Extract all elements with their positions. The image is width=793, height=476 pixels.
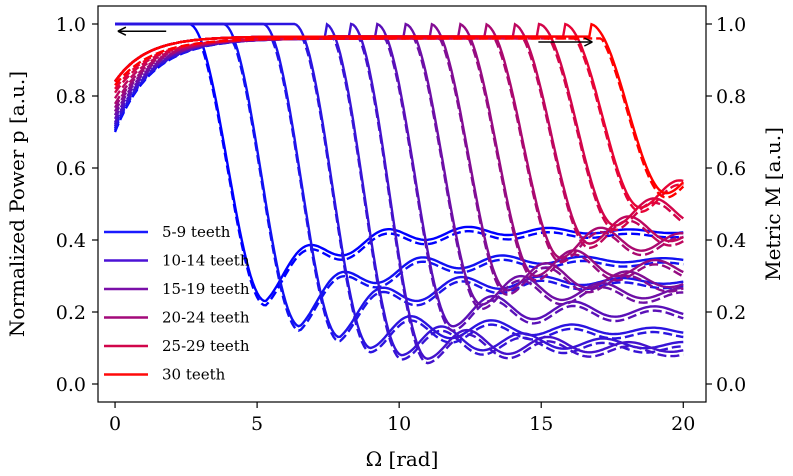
y-tick-label-left: 0.2 [56,302,86,324]
y-tick-label-right: 1.0 [716,14,746,36]
metric-curve-5-teeth [113,46,684,307]
power-curve-23-teeth [114,22,684,245]
y-tick-label-left: 0.6 [56,158,86,180]
power-curve-30-teeth [114,22,685,195]
metric-curve-28-teeth [114,37,684,213]
y-tick-label-right: 0.6 [716,158,746,180]
metric-curve-30-teeth [114,37,685,199]
metric-curve-23-teeth [113,37,684,250]
legend-label: 10-14 teeth [162,252,250,270]
power-curve-9-teeth [114,22,684,357]
y-tick-label-right: 0.8 [716,86,746,108]
y-tick-label-right: 0.0 [716,374,746,396]
axes: 0 5 10 15 20 0.0 0.2 0.4 0.6 0.8 1.0 0.0 0.2 0.4 0.6 0.… [5,5,785,471]
legend-label: 20-24 teeth [162,309,250,327]
x-axis-label: Ω [rad] [366,447,439,471]
x-tick-label: 10 [387,413,411,435]
x-tick-label: 5 [251,413,263,435]
power-curve-8-teeth [115,22,684,350]
y-axis-label-left: Normalized Power p [a.u.] [5,71,29,337]
legend-label: 30 teeth [162,366,226,384]
metric-curve-18-teeth [113,37,684,282]
y-axis-label-right: Metric M [a.u.] [761,127,785,281]
legend-label: 15-19 teeth [162,280,250,298]
legend-label: 25-29 teeth [162,337,250,355]
x-tick-label: 0 [109,413,121,435]
power-curve-28-teeth [114,22,684,209]
arrow-head-left [117,26,127,36]
y-tick-label-left: 1.0 [56,14,86,36]
plot-frame [97,5,707,403]
y-tick-label-left: 0.0 [56,374,86,396]
y-tick-label-left: 0.4 [56,230,86,252]
metric-curve-12-teeth [113,37,684,332]
power-curve-26-teeth [114,22,685,227]
legend-label: 5-9 teeth [162,223,231,241]
plot-area [113,22,685,365]
x-tick-label: 15 [529,413,553,435]
y-tick-label-right: 0.4 [716,230,746,252]
metric-curve-10-teeth [113,37,684,365]
y-tick-label-right: 0.2 [716,302,746,324]
y-tick-label-left: 0.8 [56,86,86,108]
x-tick-label: 20 [671,413,695,435]
legend: 5-9 teeth 10-14 teeth 15-19 teeth 20-24 tee… [104,223,250,384]
arrow-head-right [584,37,593,47]
